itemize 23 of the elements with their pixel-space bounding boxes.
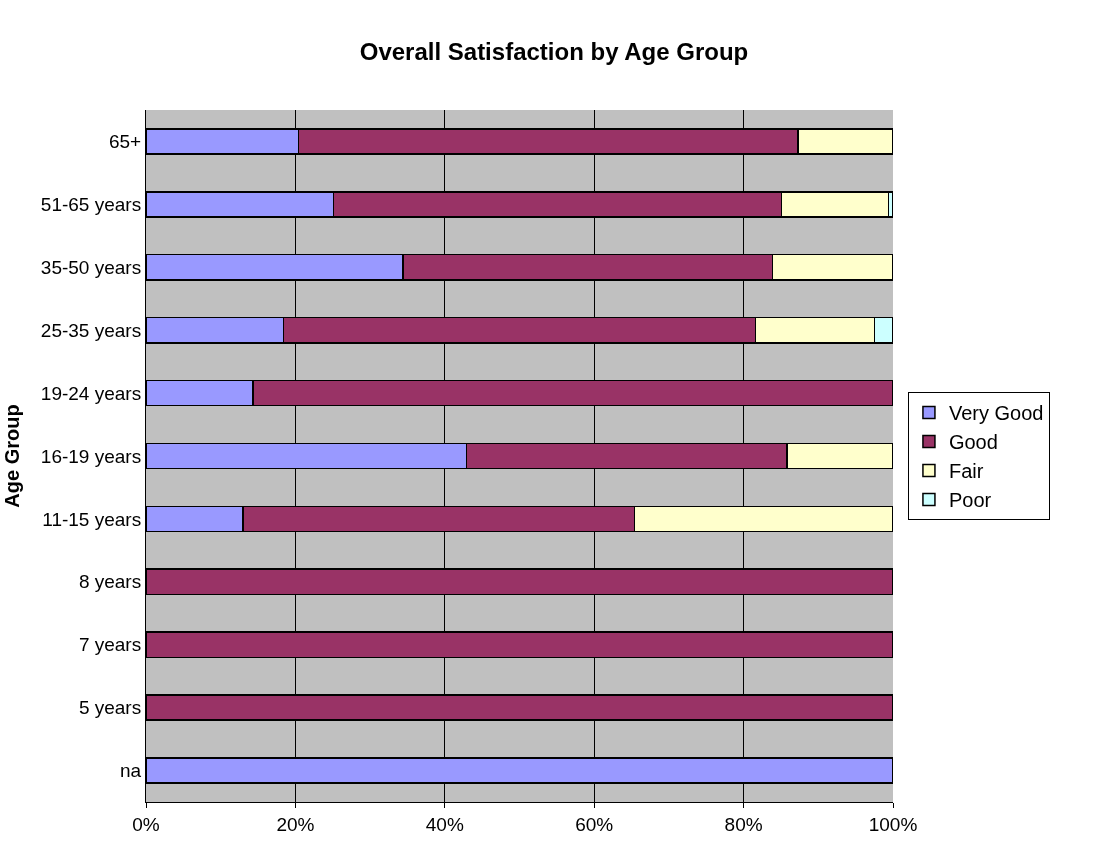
y-tick-label: 35-50 years <box>40 256 142 278</box>
legend-label: Very Good <box>948 402 1044 425</box>
y-axis-title: Age Group <box>1 404 24 508</box>
x-tick-label: 0% <box>132 813 160 835</box>
x-tick-label: 100% <box>868 813 918 835</box>
chart-title: Overall Satisfaction by Age Group <box>359 37 749 65</box>
legend-label: Good <box>948 431 998 454</box>
x-tick-label: 20% <box>276 813 315 835</box>
y-tick-label: 11-15 years <box>42 508 142 530</box>
y-tick-label: 25-35 years <box>40 319 142 341</box>
legend-label: Fair <box>948 460 984 483</box>
y-tick-label: 16-19 years <box>40 445 142 467</box>
x-tick-label: 80% <box>724 813 763 835</box>
y-tick-label: 8 years <box>78 571 142 593</box>
y-tick-label: 65+ <box>108 131 142 153</box>
y-tick-label: 7 years <box>78 634 142 656</box>
y-tick-label: 19-24 years <box>40 382 142 404</box>
y-tick-label: na <box>120 760 142 782</box>
y-tick-label: 51-65 years <box>40 194 142 216</box>
y-tick-label: 5 years <box>78 697 142 719</box>
x-tick-label: 40% <box>425 813 464 835</box>
x-tick-label: 60% <box>575 813 614 835</box>
legend-label: Poor <box>948 489 992 512</box>
